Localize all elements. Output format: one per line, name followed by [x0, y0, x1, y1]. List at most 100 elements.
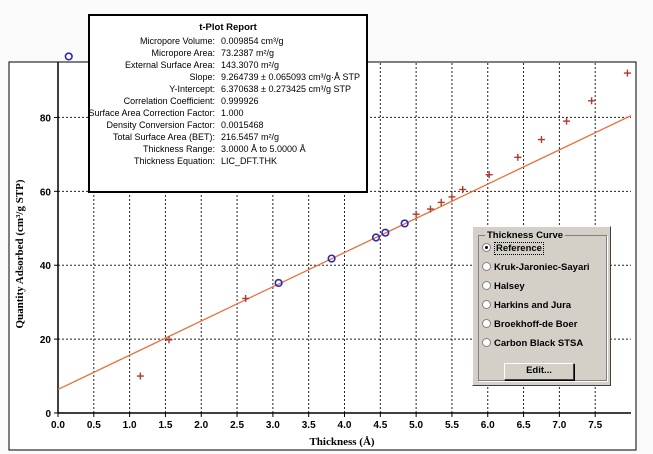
radio-label: Reference [494, 242, 544, 255]
radio-kruk-jaroniec-sayari[interactable]: Kruk-Jaroniec-Sayari [482, 261, 590, 274]
edit-button[interactable]: Edit... [504, 363, 574, 380]
report-value: 0.0015468 [221, 120, 264, 130]
report-label: Slope: [189, 72, 215, 82]
data-point-plus [136, 372, 144, 380]
x-tick-label: 6.0 [481, 420, 495, 431]
fit-line [57, 115, 632, 391]
report-value: LIC_DFT.THK [221, 156, 278, 166]
data-point-circle [381, 228, 390, 237]
radio-label: Halsey [494, 281, 525, 292]
radio-halsey[interactable]: Halsey [482, 280, 525, 293]
data-point-plus [588, 97, 596, 105]
report-value: 73.2387 m²/g [221, 48, 275, 58]
report-row: Correlation Coefficient: 0.999926 [90, 95, 366, 107]
radio-dot-icon[interactable] [482, 300, 491, 309]
report-label: Thickness Equation: [133, 156, 215, 166]
report-label: Density Conversion Factor: [106, 120, 215, 130]
y-axis-title: Quantity Adsorbed (cm³/g STP) [14, 179, 26, 328]
radio-label: Broekhoff-de Boer [494, 319, 578, 330]
radio-dot-icon[interactable] [482, 319, 491, 328]
thickness-curve-group: Thickness Curve Reference Kruk-Jaroniec-… [478, 230, 607, 381]
x-tick-label: 1.5 [158, 420, 172, 431]
x-tick-label: 6.5 [517, 420, 531, 431]
report-value: 143.3070 m²/g [221, 60, 280, 70]
radio-broekhoff-de-boer[interactable]: Broekhoff-de Boer [482, 318, 577, 331]
data-point-plus [514, 153, 522, 161]
report-row: Micropore Area: 73.2387 m²/g [90, 47, 366, 59]
data-point-plus [459, 185, 467, 193]
radio-reference[interactable]: Reference [482, 242, 544, 255]
report-label: Total Surface Area (BET): [112, 132, 215, 142]
x-tick-label: 5.5 [445, 420, 459, 431]
x-tick-label: 1.0 [123, 420, 137, 431]
report-row: Density Conversion Factor: 0.0015468 [90, 119, 366, 131]
report-title: t-Plot Report [199, 22, 257, 33]
data-point-plus [412, 210, 420, 218]
data-point-plus [485, 171, 493, 179]
radio-carbon-black-stsa[interactable]: Carbon Black STSA [482, 337, 583, 350]
report-label: Y-Intercept: [169, 84, 215, 94]
report-value: 3.0000 Å to 5.0000 Å [221, 144, 306, 154]
tick-labels: 0.0 0.5 1.0 1.5 2.0 2.5 3.0 3.5 4.0 4.5 5.0 5.5 6.0 6… [40, 113, 603, 431]
thickness-curve-title: Thickness Curve [485, 230, 566, 241]
data-point-circle [274, 278, 283, 288]
x-tick-label: 3.5 [302, 420, 316, 431]
y-tick-label: 40 [40, 261, 52, 272]
report-label: Thickness Range: [142, 144, 215, 154]
data-series [57, 52, 632, 391]
x-tick-label: 2.0 [194, 420, 208, 431]
t-plot-report: t-Plot Report Micropore Volume: 0.009854 … [88, 14, 368, 193]
report-row: Thickness Equation: LIC_DFT.THK [90, 155, 366, 167]
x-tick-label: 5.0 [409, 420, 423, 431]
report-label: Surface Area Correction Factor: [88, 108, 215, 118]
x-tick-label: 3.0 [266, 420, 280, 431]
report-value: 216.5457 m²/g [221, 132, 280, 142]
data-point-circle [400, 219, 409, 228]
data-point-circle [371, 233, 381, 242]
y-tick-label: 20 [40, 335, 52, 346]
report-label: Correlation Coefficient: [123, 96, 215, 106]
radio-harkins-and-jura[interactable]: Harkins and Jura [482, 299, 571, 312]
report-label: Micropore Area: [151, 48, 215, 58]
data-point-plus [448, 193, 456, 201]
y-tick-label: 0 [45, 409, 51, 420]
x-tick-label: 0.0 [51, 420, 65, 431]
report-row: Micropore Volume: 0.009854 cm³/g [90, 35, 366, 47]
report-value: 6.370638 ± 0.273425 cm³/g STP [221, 84, 352, 94]
data-point-plus [563, 117, 571, 125]
report-row: Total Surface Area (BET): 216.5457 m²/g [90, 131, 366, 143]
thickness-curve-panel: Thickness Curve Reference Kruk-Jaroniec-… [472, 226, 611, 386]
data-point-plus [437, 198, 445, 206]
data-point-plus [426, 205, 434, 213]
report-row: Slope: 9.264739 ± 0.065093 cm³/g·Å STP [90, 71, 366, 83]
report-value: 0.999926 [221, 96, 259, 106]
x-tick-label: 0.5 [87, 420, 101, 431]
radio-dot-icon[interactable] [482, 338, 491, 347]
x-tick-label: 7.0 [552, 420, 566, 431]
radio-dot-icon[interactable] [482, 262, 491, 271]
data-point-plus [242, 294, 250, 302]
radio-dot-icon[interactable] [482, 281, 491, 290]
report-label: External Surface Area: [124, 60, 215, 70]
data-point-circle [327, 254, 336, 263]
y-tick-label: 60 [40, 187, 52, 198]
axes [54, 62, 631, 417]
x-tick-label: 7.5 [588, 420, 602, 431]
report-row: Y-Intercept: 6.370638 ± 0.273425 cm³/g ST… [90, 83, 366, 95]
report-row: Surface Area Correction Factor: 1.000 [88, 107, 366, 119]
radio-label: Harkins and Jura [494, 300, 572, 311]
y-tick-label: 80 [40, 113, 52, 124]
report-value: 9.264739 ± 0.065093 cm³/g·Å STP [221, 72, 361, 82]
report-row: External Surface Area: 143.3070 m²/g [90, 59, 366, 71]
report-label: Micropore Volume: [139, 36, 215, 46]
x-axis-title: Thickness (Å) [309, 436, 374, 448]
radio-dot-icon[interactable] [482, 243, 491, 252]
data-point-plus [165, 336, 173, 344]
x-tick-label: 2.5 [230, 420, 244, 431]
radio-label: Kruk-Jaroniec-Sayari [494, 262, 590, 273]
data-point-circle [64, 52, 73, 61]
data-point-plus [537, 136, 545, 144]
radio-label: Carbon Black STSA [494, 338, 584, 349]
data-point-plus [623, 69, 631, 77]
